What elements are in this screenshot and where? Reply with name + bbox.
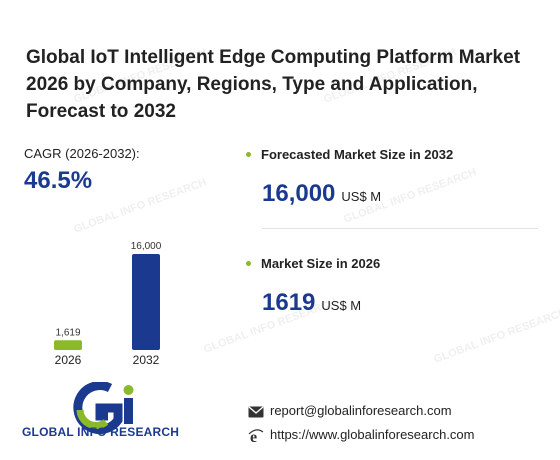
bar-2026 <box>54 340 82 350</box>
bullet-icon <box>246 152 251 158</box>
contact-website[interactable]: e https://www.globalinforesearch.com <box>248 427 474 444</box>
forecast-value: 16,000 US$ M <box>262 180 382 207</box>
current-label: Market Size in 2026 <box>246 256 380 271</box>
cagr-value: 46.5% <box>24 167 93 194</box>
gir-logo-icon <box>73 382 134 434</box>
watermark: GLOBAL INFO RESEARCH <box>72 176 209 236</box>
bar-2032 <box>132 254 160 350</box>
page-title: Global IoT Intelligent Edge Computing Pl… <box>26 47 521 122</box>
brand-name: GLOBAL INFO RESEARCH <box>22 425 180 439</box>
watermark: GLOBAL INFO RESEARCH <box>432 306 560 366</box>
cagr-label: CAGR (2026-2032): <box>24 146 140 161</box>
bullet-icon <box>246 261 251 267</box>
chart-bars: 1,619 2026 16,000 2032 <box>54 241 162 367</box>
svg-text:e: e <box>250 429 257 444</box>
data-label-2026: 1,619 <box>55 327 80 338</box>
website-link[interactable]: https://www.globalinforesearch.com <box>270 427 475 442</box>
contact-email[interactable]: report@globalinforesearch.com <box>248 403 452 418</box>
forecast-label: Forecasted Market Size in 2032 <box>246 147 453 162</box>
x-tick-label-2032: 2032 <box>133 353 160 367</box>
divider <box>262 228 538 229</box>
current-value: 1619 US$ M <box>262 289 362 316</box>
market-size-bar-chart: 1,619 2026 16,000 2032 <box>54 241 162 367</box>
current-unit: US$ M <box>321 298 362 313</box>
data-label-2032: 16,000 <box>131 241 162 252</box>
x-tick-label-2026: 2026 <box>55 353 82 367</box>
email-link[interactable]: report@globalinforesearch.com <box>270 403 452 418</box>
globe-e-icon: e <box>248 429 264 444</box>
envelope-icon <box>248 406 264 418</box>
forecast-unit: US$ M <box>341 189 382 204</box>
